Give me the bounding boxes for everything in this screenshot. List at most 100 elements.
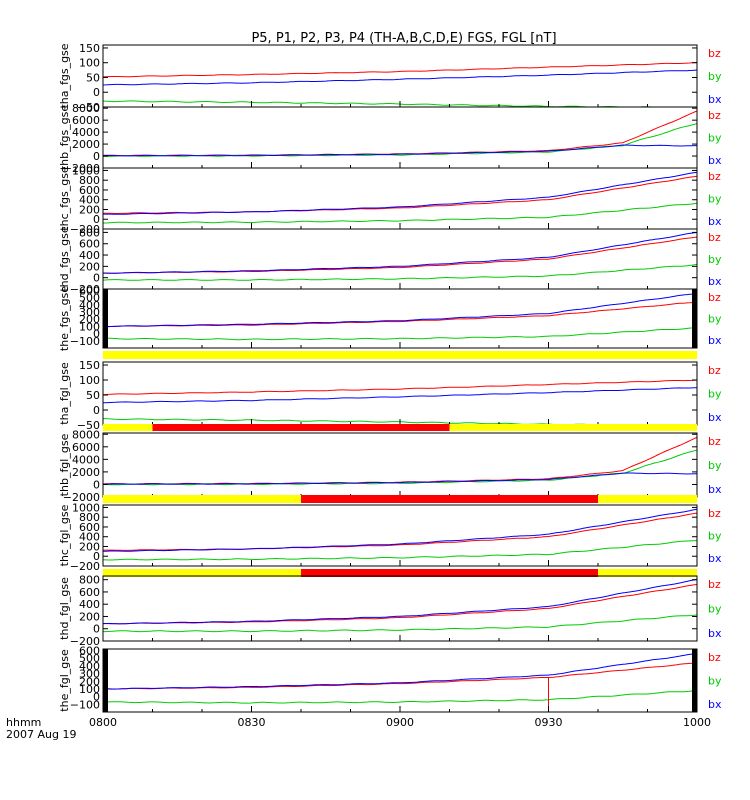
quality-flag-segment [103, 351, 697, 359]
series-bx-line [103, 508, 697, 552]
series-bz-line [103, 379, 697, 396]
panel-frame [102, 167, 698, 230]
y-tick-label: 600 [79, 586, 100, 599]
y-tick-label: 400 [79, 249, 100, 262]
y-tick-label: 800 [79, 174, 100, 187]
series-bz-line [103, 662, 697, 690]
y-tick-label: −2000 [63, 491, 100, 504]
figure-title: P5, P1, P2, P3, P4 (TH-A,B,C,D,E) FGS, F… [251, 31, 556, 46]
legend-bx: bx [708, 154, 722, 167]
y-axis-title: thc_fgl_gse [58, 504, 71, 566]
y-tick-label: 1000 [72, 501, 100, 514]
quality-flag-segment [103, 495, 301, 503]
y-tick-label: 600 [79, 284, 100, 297]
series-bx-line [103, 653, 697, 690]
y-tick-label: −200 [70, 635, 100, 648]
y-tick-label: 500 [79, 652, 100, 665]
legend-by: by [708, 675, 722, 688]
y-tick-label: 0 [93, 404, 100, 417]
y-tick-label: 800 [79, 226, 100, 239]
y-tick-label: 200 [79, 540, 100, 553]
legend-by: by [708, 253, 722, 266]
quality-flag-segment [103, 424, 153, 431]
series-bz-line [103, 512, 697, 551]
y-axis-title: the_fgl_gse [58, 649, 71, 712]
series-bz-line [103, 301, 697, 328]
y-tick-label: 200 [79, 675, 100, 688]
legend-bx: bx [708, 275, 722, 288]
y-tick-label: 100 [79, 683, 100, 696]
legend-by: by [708, 388, 722, 401]
y-tick-label: −50 [77, 101, 100, 114]
series-by-line [103, 263, 697, 281]
legend-bz: bz [708, 651, 721, 664]
y-tick-label: 0 [93, 150, 100, 163]
quality-flag-bar [103, 569, 697, 577]
y-tick-label: 0 [93, 213, 100, 226]
y-tick-label: 400 [79, 531, 100, 544]
time-axis: 0800 0830 0900 0930 1000 [89, 716, 711, 729]
legend-bx: bx [708, 93, 722, 106]
data-gap-left [103, 649, 108, 712]
y-tick-label: −100 [70, 698, 100, 711]
series-bz-line [103, 236, 697, 274]
y-tick-label: 100 [79, 320, 100, 333]
series-bz-line [103, 62, 697, 78]
y-tick-label: −200 [70, 223, 100, 236]
legend-by: by [708, 603, 722, 616]
y-tick-label: 0 [93, 478, 100, 491]
y-axis-title: thc_fgs_gse [58, 166, 71, 231]
legend-by: by [708, 313, 722, 326]
y-axis-title: thb_fgl_gse [58, 433, 71, 496]
y-tick-label: 0 [93, 623, 100, 636]
data-gap-right [692, 649, 697, 712]
quality-flag-bar [103, 495, 697, 503]
series-bz-line [103, 175, 697, 214]
legend-bx: bx [708, 698, 722, 711]
y-tick-label: 300 [79, 306, 100, 319]
data-gap-left [103, 289, 108, 348]
quality-flag-segment [103, 569, 301, 577]
y-tick-label: 800 [79, 574, 100, 587]
series-by-line [103, 449, 697, 486]
y-tick-label: 2000 [72, 138, 100, 151]
legend-bz: bz [708, 364, 721, 377]
x-tick-label: 0830 [238, 716, 266, 729]
y-axis-title: tha_fgl_gse [58, 362, 71, 425]
legend-by: by [708, 132, 722, 145]
y-tick-label: 4000 [72, 126, 100, 139]
y-tick-label: 150 [79, 42, 100, 55]
panel-frame [102, 106, 698, 169]
series-bz-line [103, 110, 697, 157]
y-tick-label: 0 [93, 272, 100, 285]
quality-flag-segment [152, 424, 450, 431]
x-tick-label: 1000 [683, 716, 711, 729]
y-tick-label: 100 [79, 374, 100, 387]
y-tick-label: −50 [77, 419, 100, 432]
y-axis-title: thd_fgl_gse [58, 577, 71, 640]
series-by-line [103, 327, 697, 341]
y-tick-label: 400 [79, 299, 100, 312]
panel-frame [102, 361, 698, 426]
quality-flag-segment [598, 569, 697, 577]
y-tick-label: 8000 [72, 102, 100, 115]
legend-bz: bz [708, 170, 721, 183]
x-tick-label: 0930 [535, 716, 563, 729]
y-tick-label: 300 [79, 668, 100, 681]
legend-bz: bz [708, 231, 721, 244]
y-tick-label: 2000 [72, 466, 100, 479]
legend-bz: bz [708, 109, 721, 122]
legend-bz: bz [708, 578, 721, 591]
y-tick-label: 4000 [72, 453, 100, 466]
y-axis-title: the_fgs_gse [58, 286, 71, 351]
y-tick-label: 100 [79, 57, 100, 70]
y-tick-label: 400 [79, 660, 100, 673]
y-axis-title: thb_fgs_gse [58, 105, 71, 171]
series-bz-line [103, 584, 697, 625]
y-tick-label: 200 [79, 203, 100, 216]
